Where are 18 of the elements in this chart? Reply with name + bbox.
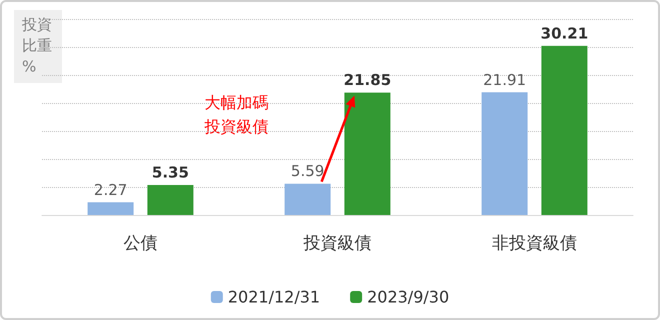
- data-label: 21.85: [344, 71, 392, 90]
- bar: [88, 202, 134, 215]
- bar: [344, 92, 390, 215]
- bar: [284, 184, 331, 215]
- data-label: 2.27: [94, 180, 128, 199]
- x-tick-label: 投資級債: [302, 234, 372, 254]
- data-label: 21.91: [483, 70, 526, 89]
- data-label: 5.35: [152, 164, 189, 182]
- data-label: 5.59: [290, 162, 324, 180]
- bar: [541, 46, 588, 215]
- bar: [147, 185, 194, 215]
- x-tick-label: 公債: [124, 234, 158, 254]
- annotation: 大幅加碼投資級債: [204, 93, 269, 136]
- bar: [482, 92, 528, 215]
- legend-label: 2023/9/30: [367, 288, 450, 306]
- legend-label: 2021/12/31: [228, 288, 320, 306]
- data-label: 30.21: [540, 24, 588, 42]
- x-tick-label: 非投資級債: [492, 234, 577, 254]
